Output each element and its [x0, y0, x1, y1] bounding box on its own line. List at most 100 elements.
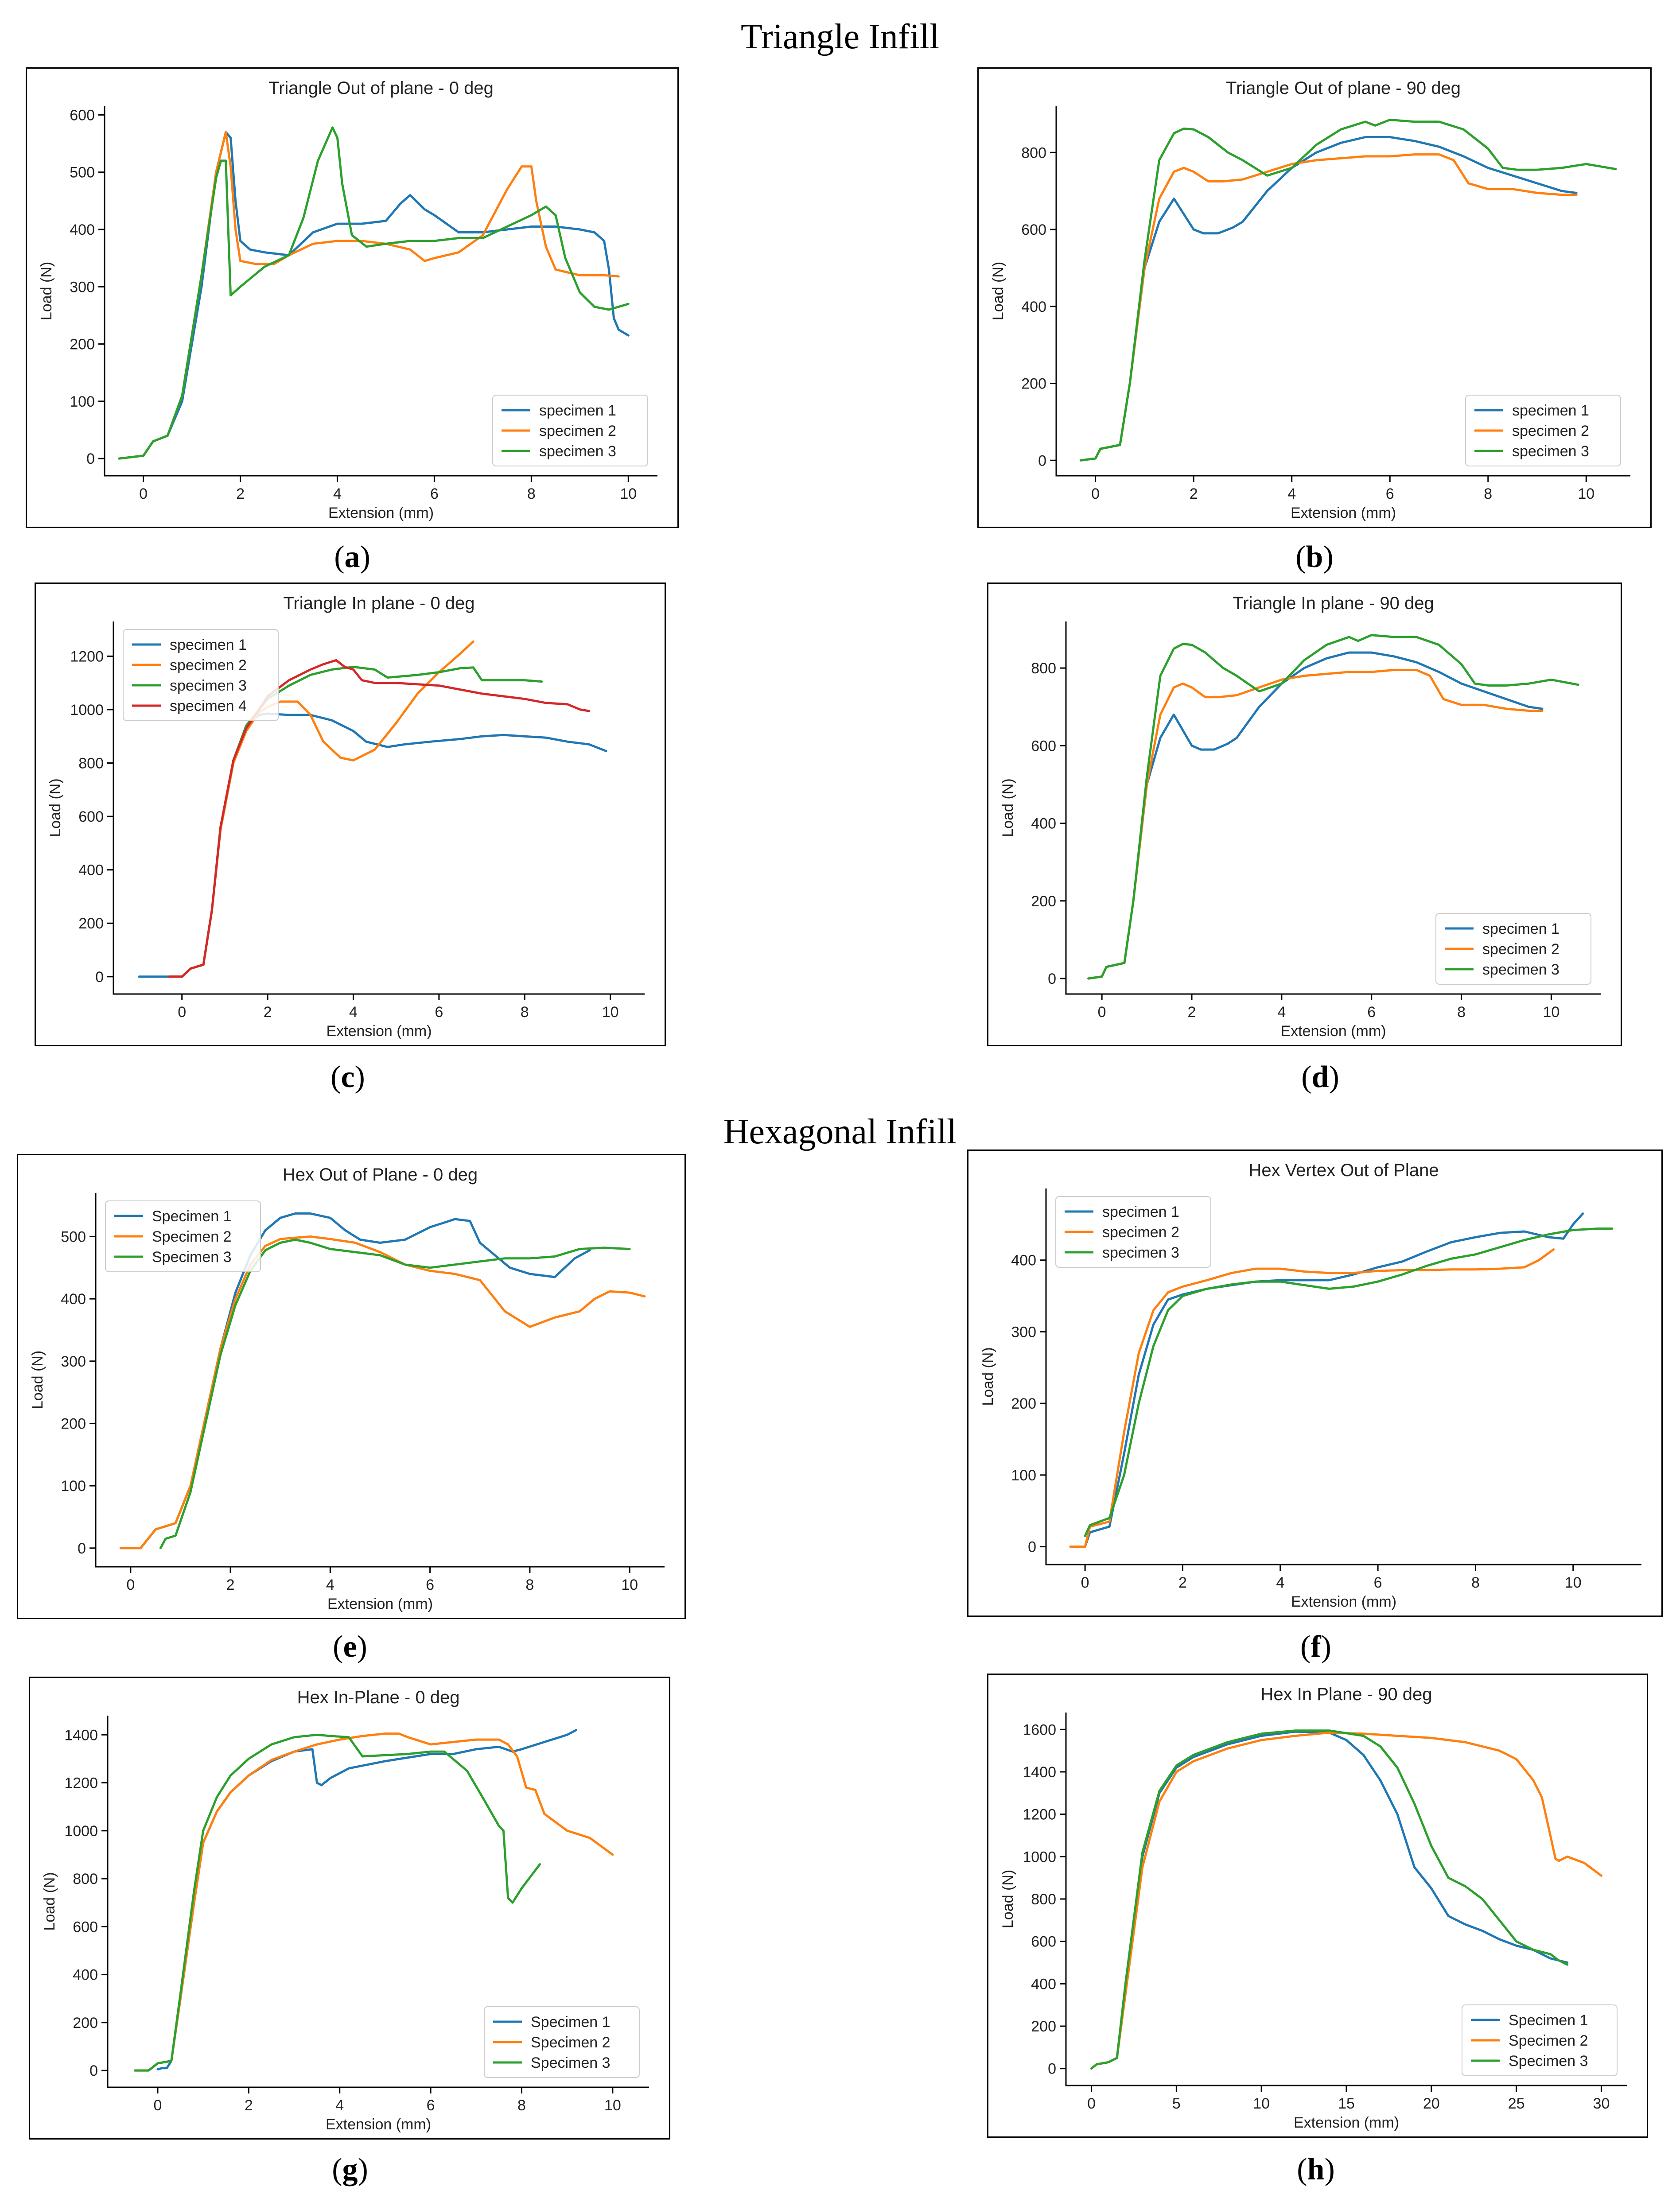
chart-panel-g: Hex In-Plane - 0 deg 0 2 4 6 8 10 0 200 400 600 800…: [29, 1677, 670, 2140]
chart-svg-d: Triangle In plane - 90 deg 0 2 4 6 8 10 0 200 400…: [999, 594, 1601, 1040]
legend: specimen 1 specimen 2 specimen 3: [1055, 1196, 1211, 1268]
y-tick-label: 800: [1031, 1891, 1056, 1908]
y-tick-label: 1200: [1023, 1806, 1056, 1823]
y-tick-label: 200: [1011, 1395, 1036, 1412]
chart-panel-f: Hex Vertex Out of Plane 0 2 4 6 8 10 0 100 200 300…: [967, 1150, 1663, 1617]
legend-label: specimen 2: [539, 423, 616, 439]
axes-spine: [1045, 1188, 1641, 1565]
y-tick-label: 200: [1031, 2018, 1056, 2035]
y-tick-label: 200: [78, 915, 104, 932]
y-tick-label: 1200: [70, 648, 104, 665]
legend-label: Specimen 2: [152, 1228, 232, 1245]
panel-label-a: (a): [334, 540, 370, 574]
x-tick-label: 0: [1091, 485, 1100, 502]
x-tick-label: 4: [1287, 485, 1296, 502]
legend-label: specimen 3: [170, 677, 247, 694]
y-tick-label: 0: [1028, 1539, 1036, 1556]
x-tick-label: 25: [1508, 2095, 1525, 2112]
legend-label: Specimen 1: [152, 1208, 232, 1225]
legend: Specimen 1 Specimen 2 Specimen 3: [1462, 2004, 1618, 2076]
y-tick-label: 0: [1048, 2061, 1056, 2078]
y-tick-label: 600: [73, 1918, 98, 1935]
legend-label: specimen 2: [170, 657, 247, 674]
x-tick-label: 0: [1081, 1574, 1089, 1591]
series-line-2: [119, 1235, 646, 1550]
y-tick-label: 1000: [70, 702, 104, 718]
section-title-hexagonal: Hexagonal Infill: [723, 1112, 957, 1151]
x-axis-label: Extension (mm): [327, 1596, 433, 1612]
y-tick-label: 800: [1021, 144, 1046, 161]
x-axis-label: Extension (mm): [1291, 1593, 1396, 1610]
x-tick-label: 2: [1178, 1574, 1187, 1591]
x-tick-label: 4: [335, 2097, 344, 2114]
legend-box: [1465, 395, 1621, 466]
y-axis-label: Load (N): [29, 1351, 46, 1409]
x-tick-label: 0: [1087, 2095, 1096, 2112]
x-tick-label: 0: [139, 485, 148, 502]
section-title-triangle: Triangle Infill: [740, 17, 940, 56]
chart-panel-b: Triangle Out of plane - 90 deg 0 2 4 6 8 10 0 20…: [977, 67, 1652, 528]
panel-label-e: (e): [333, 1630, 367, 1664]
x-tick-label: 6: [426, 1577, 434, 1593]
chart-svg-g: Hex In-Plane - 0 deg 0 2 4 6 8 10 0 200 400 600 800…: [41, 1688, 649, 2133]
y-tick-label: 200: [61, 1415, 86, 1432]
x-tick-label: 2: [1190, 485, 1198, 502]
chart-title: Hex Vertex Out of Plane: [1248, 1161, 1439, 1180]
chart-panel-c: Triangle In plane - 0 deg 0 2 4 6 8 10 0 200 400 6…: [35, 583, 666, 1046]
legend-label: Specimen 1: [531, 2014, 611, 2031]
series-line-4: [168, 659, 590, 978]
y-tick-label: 600: [1031, 738, 1056, 754]
legend-label: specimen 3: [1512, 443, 1589, 460]
x-axis-label: Extension (mm): [1291, 505, 1396, 521]
series-line-2: [1069, 1248, 1555, 1548]
x-tick-label: 8: [517, 2097, 526, 2114]
series-line-2: [1090, 1731, 1602, 2070]
y-tick-label: 600: [70, 107, 95, 124]
x-tick-label: 8: [1471, 1574, 1480, 1591]
y-tick-label: 1200: [64, 1775, 98, 1792]
chart-title: Hex Out of Plane - 0 deg: [283, 1165, 478, 1184]
y-tick-label: 600: [78, 808, 104, 825]
x-tick-label: 10: [1253, 2095, 1270, 2112]
y-tick-label: 0: [95, 969, 104, 986]
y-tick-label: 100: [61, 1478, 86, 1495]
x-tick-label: 6: [1374, 1574, 1382, 1591]
x-tick-label: 4: [326, 1577, 334, 1593]
y-axis-label: Load (N): [999, 778, 1016, 837]
y-tick-label: 300: [70, 279, 95, 295]
y-tick-label: 0: [1048, 971, 1056, 987]
series-line-3: [134, 1733, 541, 2072]
x-axis-label: Extension (mm): [1294, 2114, 1399, 2131]
panel-label-d: (d): [1301, 1060, 1339, 1094]
legend-label: specimen 3: [539, 443, 616, 460]
series-line-3: [1084, 1227, 1614, 1537]
x-tick-label: 10: [1543, 1004, 1560, 1021]
chart-panel-e: Hex Out of Plane - 0 deg 0 2 4 6 8 10 0 100 200 30…: [17, 1154, 686, 1619]
x-axis-label: Extension (mm): [1280, 1023, 1386, 1040]
x-tick-label: 8: [525, 1577, 534, 1593]
series-line-3: [159, 1239, 631, 1550]
legend-box: [492, 395, 648, 466]
axes-spine: [107, 1716, 649, 2088]
y-axis-label: Load (N): [38, 262, 55, 320]
panel-label-b: (b): [1295, 540, 1334, 574]
x-tick-label: 6: [1367, 1004, 1376, 1021]
legend-label: specimen 2: [1512, 423, 1589, 439]
chart-svg-c: Triangle In plane - 0 deg 0 2 4 6 8 10 0 200 400 6…: [47, 594, 645, 1040]
chart-svg-h: Hex In Plane - 90 deg 0 5 10 15 20 25 30 0 200 400…: [999, 1685, 1627, 2131]
y-tick-label: 0: [86, 450, 95, 467]
x-tick-label: 0: [153, 2097, 162, 2114]
x-tick-label: 0: [126, 1577, 135, 1593]
y-tick-label: 800: [78, 755, 104, 772]
y-axis-label: Load (N): [980, 1347, 996, 1406]
series-line-2: [134, 1732, 614, 2072]
chart-title: Hex In-Plane - 0 deg: [297, 1688, 460, 1707]
chart-panel-h: Hex In Plane - 90 deg 0 5 10 15 20 25 30 0 200 400…: [987, 1674, 1648, 2138]
series-line-3: [1087, 634, 1579, 980]
x-tick-label: 15: [1338, 2095, 1355, 2112]
x-tick-label: 10: [604, 2097, 621, 2114]
chart-panel-a: Triangle Out of plane - 0 deg 0 2 4 6 8 10 0 100…: [26, 67, 679, 528]
y-tick-label: 400: [1011, 1252, 1036, 1269]
y-tick-label: 200: [70, 336, 95, 353]
